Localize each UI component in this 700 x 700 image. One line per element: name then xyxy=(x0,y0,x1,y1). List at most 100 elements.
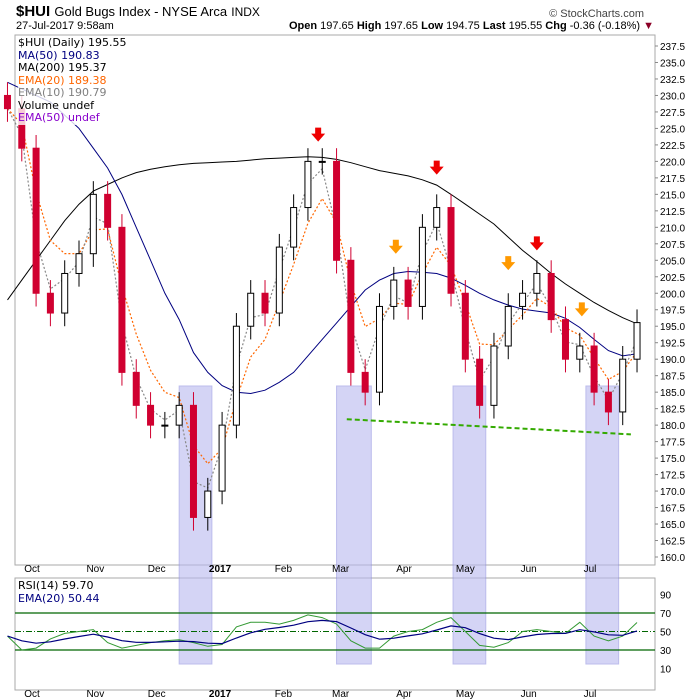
y-tick-label: 195.0 xyxy=(660,322,685,333)
x-tick-label: Nov xyxy=(86,689,104,700)
y-tick-label: 212.5 xyxy=(660,207,685,218)
y-tick-label: 187.5 xyxy=(660,372,685,383)
candle-body xyxy=(418,226,426,307)
candle-body xyxy=(75,253,83,274)
open-value: 197.65 xyxy=(320,20,354,32)
candle-body xyxy=(633,322,641,360)
y-tick-label: 200.0 xyxy=(660,289,685,300)
down-arrow-icon xyxy=(529,236,544,251)
candle-body xyxy=(132,371,140,406)
candle-body xyxy=(290,207,298,248)
candle-body xyxy=(547,272,555,321)
candle-body xyxy=(204,490,212,518)
y-tick-label: 165.0 xyxy=(660,520,685,531)
y-tick-label: 202.5 xyxy=(660,273,685,284)
x-tick-label: 2017 xyxy=(209,564,232,575)
x-tick-label: Mar xyxy=(332,689,350,700)
candle-body xyxy=(89,193,97,255)
ma50-line xyxy=(7,81,638,395)
quote-bar: Open 197.65 High 197.65 Low 194.75 Last … xyxy=(289,20,654,32)
legend-item: EMA(50) undef xyxy=(18,111,100,124)
candle-body xyxy=(390,279,398,307)
x-tick-label: May xyxy=(456,689,475,700)
candle-body xyxy=(347,259,355,373)
y-tick-label: 160.0 xyxy=(660,553,685,564)
y-tick-label: 167.5 xyxy=(660,504,685,515)
candle-body xyxy=(490,345,498,406)
y-tick-label: 192.5 xyxy=(660,339,685,350)
low-value: 194.75 xyxy=(446,20,480,32)
x-tick-label: Feb xyxy=(275,564,293,575)
y-tick-label: 197.5 xyxy=(660,306,685,317)
x-tick-label: Oct xyxy=(24,689,40,700)
y-tick-label: 180.0 xyxy=(660,421,685,432)
candle-body xyxy=(576,345,584,360)
x-tick-label: Jul xyxy=(584,564,597,575)
rsi-panel-frame xyxy=(14,577,656,691)
candle-body xyxy=(590,345,598,393)
candle-body xyxy=(318,160,326,163)
candle-body xyxy=(247,292,255,327)
candle-body xyxy=(189,404,197,518)
candle-body xyxy=(333,160,341,261)
legend-item: Volume undef xyxy=(18,98,94,112)
y-tick-label: 222.5 xyxy=(660,141,685,152)
ema20-line xyxy=(7,108,638,465)
open-label: Open xyxy=(288,20,318,32)
candle-body xyxy=(261,292,269,314)
down-arrow-icon xyxy=(311,127,326,142)
candle-body xyxy=(447,207,455,294)
legend-item: EMA(10) 190.79 xyxy=(18,86,107,99)
candle-body xyxy=(519,292,527,307)
y-tick-label: 190.0 xyxy=(660,355,685,366)
legend-item: RSI(14) 59.70 xyxy=(18,579,94,592)
rsi-tick-label: 50 xyxy=(660,628,672,639)
highlight-range xyxy=(585,385,620,665)
down-arrow-icon xyxy=(574,302,589,317)
y-tick-label: 175.0 xyxy=(660,454,685,465)
y-tick-label: 220.0 xyxy=(660,157,685,168)
x-tick-label: Mar xyxy=(332,564,350,575)
y-tick-label: 207.5 xyxy=(660,240,685,251)
rsi-tick-label: 70 xyxy=(660,609,672,620)
x-tick-label: 2017 xyxy=(209,689,232,700)
high-value: 197.65 xyxy=(384,20,419,32)
y-tick-label: 177.5 xyxy=(660,438,685,449)
high-label: High xyxy=(356,20,382,32)
down-arrow-icon xyxy=(501,256,516,271)
exchange: INDX xyxy=(231,5,260,19)
y-tick-label: 217.5 xyxy=(660,174,685,185)
candle-body xyxy=(104,193,112,228)
low-label: Low xyxy=(421,20,444,32)
rsi-line xyxy=(7,614,638,651)
x-tick-label: Feb xyxy=(275,689,293,700)
x-tick-label: Jul xyxy=(584,689,597,700)
y-tick-label: 185.0 xyxy=(660,388,685,399)
candle-body xyxy=(404,279,412,307)
datetime: 27-Jul-2017 9:58am xyxy=(16,20,114,32)
chg-label: Chg xyxy=(545,20,567,32)
candle-body xyxy=(361,371,369,393)
legend-item: EMA(20) 50.44 xyxy=(18,591,100,605)
candle-body xyxy=(61,272,69,314)
candle-body xyxy=(604,391,612,413)
highlight-range xyxy=(336,385,372,665)
candle-body xyxy=(32,147,40,294)
y-tick-label: 225.0 xyxy=(660,124,685,135)
x-tick-label: May xyxy=(456,564,475,575)
legend: $HUI (Daily) 195.55 MA(50) 190.83 MA(200… xyxy=(18,36,127,125)
y-tick-label: 215.0 xyxy=(660,190,685,201)
candle-body xyxy=(476,358,484,406)
y-tick-label: 205.0 xyxy=(660,256,685,267)
candle-body xyxy=(433,207,441,228)
chart-title: $HUI Gold Bugs Index - NYSE Arca INDX xyxy=(16,3,260,20)
x-tick-label: Jun xyxy=(521,564,537,575)
price-panel-frame xyxy=(14,34,656,566)
rsi-tick-label: 10 xyxy=(660,665,672,676)
rsi-legend: RSI(14) 59.70 EMA(20) 50.44 xyxy=(18,579,100,605)
rsi-tick-label: 90 xyxy=(660,591,672,602)
legend-item: MA(50) 190.83 xyxy=(18,48,100,62)
x-tick-label: Jun xyxy=(521,689,537,700)
y-tick-label: 227.5 xyxy=(660,108,685,119)
